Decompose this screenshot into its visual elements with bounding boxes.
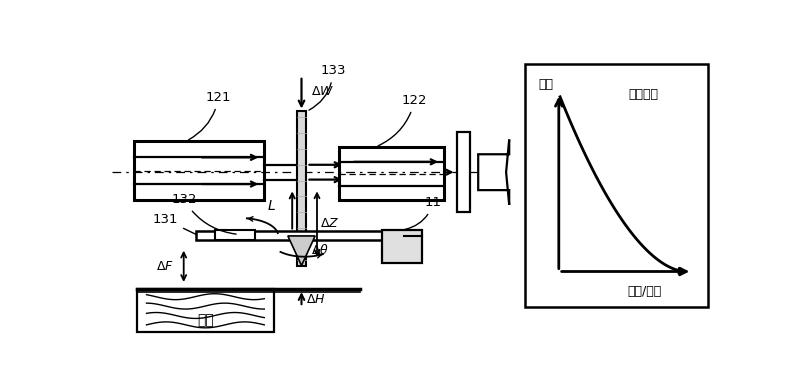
Text: $\Delta Z$: $\Delta Z$ — [320, 217, 339, 230]
Bar — [338, 147, 444, 200]
Text: 位移/微力: 位移/微力 — [627, 285, 661, 298]
Text: 122: 122 — [378, 94, 427, 146]
Bar — [457, 132, 470, 212]
Text: 131: 131 — [153, 213, 197, 235]
Text: 光强: 光强 — [539, 78, 554, 91]
Text: 132: 132 — [171, 193, 236, 234]
Bar — [525, 64, 708, 307]
Text: 133: 133 — [309, 64, 346, 110]
Text: 121: 121 — [189, 91, 231, 140]
Bar — [134, 141, 264, 200]
Polygon shape — [478, 140, 510, 205]
Bar — [297, 111, 306, 266]
Text: 关系曲线: 关系曲线 — [629, 88, 658, 101]
Bar — [138, 289, 274, 332]
Text: $\Delta\theta$: $\Delta\theta$ — [311, 243, 330, 257]
Text: $\Delta W$: $\Delta W$ — [311, 85, 334, 98]
Text: $\Delta H$: $\Delta H$ — [306, 293, 326, 306]
Text: $L$: $L$ — [267, 199, 276, 213]
Bar — [214, 230, 255, 240]
Polygon shape — [288, 236, 315, 266]
Text: $\Delta F$: $\Delta F$ — [156, 260, 174, 273]
Text: 11: 11 — [405, 196, 442, 229]
Bar — [382, 230, 422, 263]
Bar — [196, 231, 410, 240]
Text: 样品: 样品 — [197, 313, 214, 327]
